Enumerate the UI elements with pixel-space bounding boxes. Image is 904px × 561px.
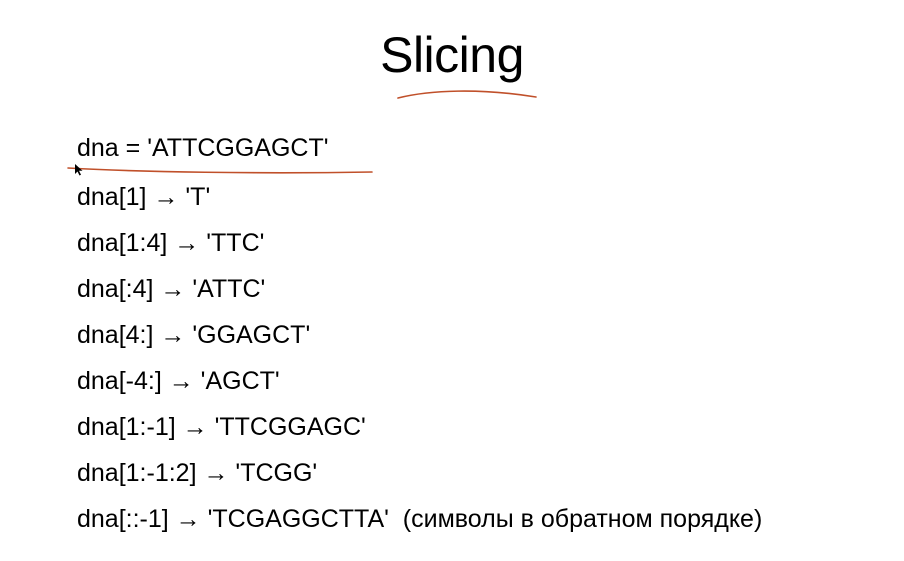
code-line-slice-4-end: dna[4:] → 'GGAGCT' — [77, 321, 311, 349]
mouse-cursor-icon — [75, 164, 83, 176]
code-line-slice-step2: dna[1:-1:2] → 'TCGG' — [77, 459, 318, 487]
code-line-assignment: dna = 'ATTCGGAGCT' — [77, 134, 329, 162]
code-line-slice-1-4: dna[1:4] → 'TTC' — [77, 229, 265, 257]
code-line-index: dna[1] → 'T' — [77, 183, 211, 211]
title-underline-stroke — [397, 90, 537, 99]
code-line-slice-start-4: dna[:4] → 'ATTC' — [77, 275, 266, 303]
slide-title: Slicing — [380, 27, 524, 83]
assignment-underline-stroke — [67, 167, 373, 174]
code-line-slice-neg4: dna[-4:] → 'AGCT' — [77, 367, 280, 395]
code-line-reverse: dna[::-1] → 'TCGAGGCTTA' (символы в обра… — [77, 505, 763, 533]
code-line-slice-1-neg1: dna[1:-1] → 'TTCGGAGC' — [77, 413, 366, 441]
